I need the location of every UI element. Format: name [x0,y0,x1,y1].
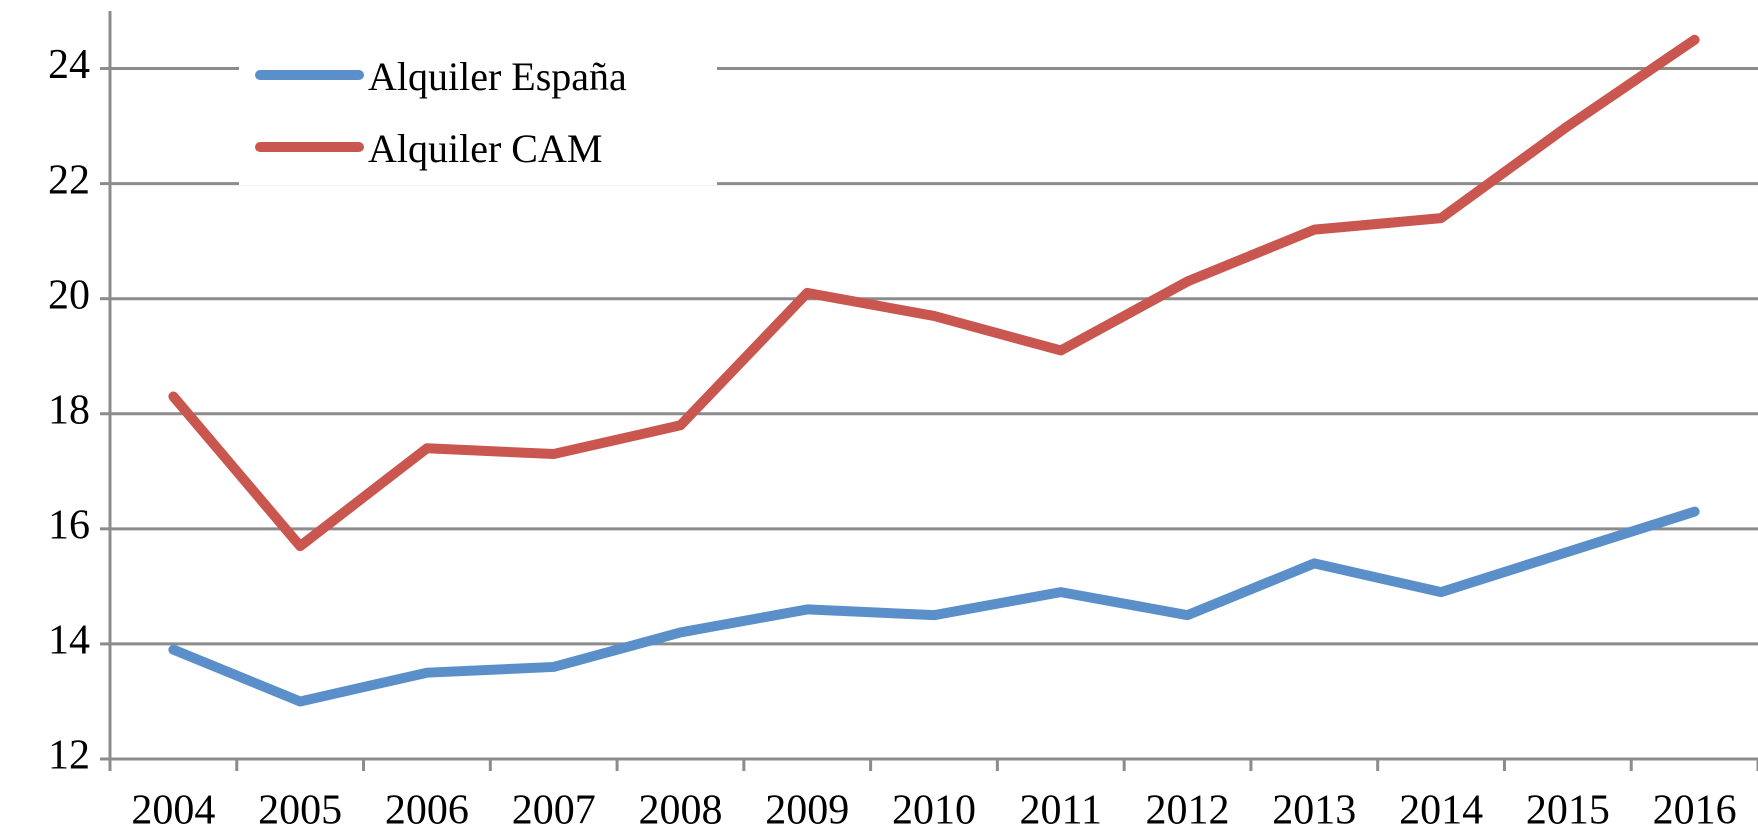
y-tick-label: 14 [48,618,90,664]
y-tick-label: 16 [48,502,90,548]
legend-label: Alquiler España [368,54,627,99]
x-tick-label: 2015 [1526,788,1610,833]
legend: Alquiler España Alquiler CAM [239,39,717,185]
x-tick-label: 2013 [1272,788,1356,833]
x-tick-label: 2007 [512,788,596,833]
x-tick-label: 2008 [638,788,722,833]
y-tick-label: 24 [48,42,90,88]
y-tick-label: 12 [48,733,90,779]
line-series [168,34,1700,552]
legend-box [239,39,717,185]
x-tick-label: 2005 [258,788,342,833]
x-tick-label: 2010 [892,788,976,833]
x-tick-label: 2012 [1146,788,1230,833]
x-tick-label: 2006 [385,788,469,833]
y-tick-label: 20 [48,272,90,318]
line-series [168,506,1700,707]
x-tick-label: 2014 [1399,788,1483,833]
x-tick-label: 2016 [1653,788,1737,833]
x-tick-label: 2011 [1020,788,1102,833]
legend-label: Alquiler CAM [368,126,602,171]
x-tick-label: 2004 [131,788,215,833]
y-tick-label: 22 [48,157,90,203]
x-tick-label: 2009 [765,788,849,833]
y-tick-label: 18 [48,387,90,433]
